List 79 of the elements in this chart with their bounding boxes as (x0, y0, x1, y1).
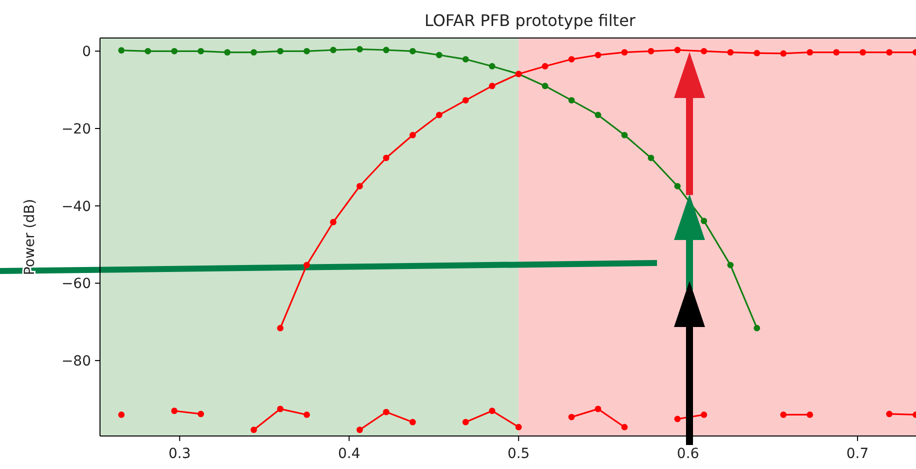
point (488, 63, 496, 70)
x-tick-label: 0.5 (507, 446, 530, 462)
point (382, 408, 390, 416)
chart-title: LOFAR PFB prototype filter (424, 11, 636, 30)
point (224, 49, 231, 56)
point (594, 52, 602, 58)
point (594, 406, 602, 412)
point (727, 262, 734, 268)
x-tick-label: 0.7 (846, 446, 869, 462)
point (409, 48, 416, 54)
point (515, 424, 522, 430)
point (118, 47, 125, 54)
y-tick-label: −20 (61, 122, 91, 138)
point (277, 406, 284, 412)
point (886, 410, 893, 418)
point (568, 414, 575, 420)
point (806, 412, 814, 418)
point (806, 49, 814, 56)
point (621, 49, 628, 56)
point (356, 182, 363, 190)
point (330, 218, 336, 226)
point (886, 49, 893, 56)
point (436, 52, 442, 58)
point (409, 418, 416, 426)
point (436, 112, 442, 118)
point (171, 48, 178, 54)
point (304, 412, 310, 418)
point (277, 48, 284, 54)
point (780, 412, 787, 418)
x-tick-label: 0.6 (676, 446, 700, 462)
point (674, 416, 681, 422)
point (621, 424, 628, 430)
point (754, 324, 760, 332)
point (488, 82, 496, 90)
point (568, 56, 575, 62)
point (674, 182, 681, 190)
point (594, 112, 602, 118)
y-axis-title: Power (dB) (22, 198, 38, 276)
y-tick-label: −80 (61, 354, 91, 370)
point (144, 48, 152, 54)
point (833, 49, 840, 56)
point (860, 49, 866, 56)
point (542, 82, 548, 90)
point (304, 48, 310, 54)
point (409, 132, 416, 138)
point (250, 49, 257, 56)
point (621, 132, 628, 138)
point (754, 50, 760, 56)
point (568, 97, 575, 104)
point (462, 418, 469, 426)
point (330, 46, 336, 54)
point (780, 50, 787, 57)
point (648, 154, 654, 162)
point (382, 154, 390, 162)
point (648, 48, 654, 54)
point (382, 46, 390, 54)
point (700, 48, 708, 54)
y-tick-label: 0 (82, 44, 91, 60)
point (250, 426, 257, 434)
point (118, 412, 125, 418)
point (462, 97, 469, 104)
point (674, 46, 681, 54)
y-tick-label: −40 (61, 198, 91, 215)
y-tick-label: −60 (61, 276, 91, 292)
point (542, 63, 548, 70)
point (488, 408, 496, 414)
point (198, 410, 204, 418)
point (700, 412, 708, 418)
x-tick-label: 0.3 (168, 446, 191, 462)
point (727, 49, 734, 56)
point (277, 324, 284, 332)
point (171, 408, 178, 414)
x-tick-label: 0.4 (338, 446, 360, 462)
point (356, 426, 363, 434)
point (198, 48, 204, 54)
point (356, 46, 363, 52)
point (304, 262, 310, 268)
point (462, 56, 469, 62)
point (700, 218, 708, 224)
